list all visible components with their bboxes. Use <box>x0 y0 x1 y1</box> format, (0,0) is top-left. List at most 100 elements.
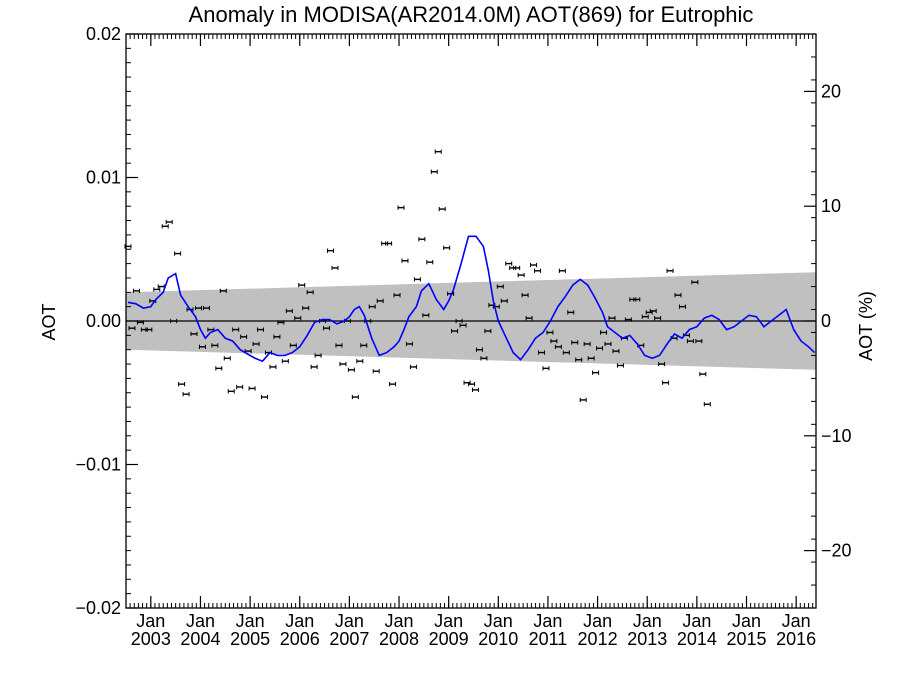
data-point <box>537 350 545 355</box>
x-tick-label-month: Jan <box>732 611 761 631</box>
data-point <box>575 357 583 362</box>
data-point <box>459 323 467 328</box>
data-point <box>562 350 570 355</box>
data-point <box>703 402 711 407</box>
data-point <box>554 344 562 349</box>
x-tick-label-month: Jan <box>682 611 711 631</box>
data-point <box>302 305 310 311</box>
data-point <box>505 261 513 266</box>
data-point <box>521 293 529 298</box>
data-point <box>202 305 210 311</box>
y-tick-label-left: 0.02 <box>86 24 121 44</box>
data-point <box>691 280 699 285</box>
data-point <box>542 366 550 371</box>
y-tick-label-left: −0.01 <box>75 455 121 475</box>
data-point <box>451 328 459 334</box>
data-point <box>356 359 364 364</box>
data-point <box>347 367 355 372</box>
data-point <box>157 284 165 289</box>
data-point <box>170 318 178 324</box>
smoothed-series-line <box>127 235 816 363</box>
y-axis-label-left: AOT <box>39 303 59 340</box>
x-tick-label-year: 2005 <box>230 629 270 649</box>
data-point <box>153 287 161 292</box>
y-tick-label-right: −20 <box>821 541 852 561</box>
x-tick-label-year: 2013 <box>627 629 667 649</box>
data-point <box>294 315 302 321</box>
data-point <box>418 237 426 242</box>
y-tick-label-right: 10 <box>821 196 841 216</box>
data-point <box>393 293 401 298</box>
data-point <box>413 277 421 282</box>
data-point <box>211 343 219 348</box>
data-point <box>165 219 173 225</box>
data-point <box>426 260 434 265</box>
data-point <box>360 343 368 348</box>
plot-area: 0.020.010.00−0.01−0.0220100−10−20Jan2003… <box>75 24 851 649</box>
data-point <box>567 310 575 315</box>
x-tick-label-month: Jan <box>484 611 513 631</box>
data-point <box>608 315 616 321</box>
data-point <box>232 327 240 332</box>
data-point <box>405 341 413 347</box>
x-tick-label-month: Jan <box>533 611 562 631</box>
data-point <box>583 341 591 347</box>
x-tick-label-month: Jan <box>236 611 265 631</box>
y-tick-label-right: 0 <box>821 311 831 331</box>
data-point <box>430 169 438 174</box>
x-tick-label-year: 2006 <box>280 629 320 649</box>
data-point <box>385 241 393 246</box>
data-point <box>269 364 277 370</box>
x-tick-label-year: 2014 <box>677 629 717 649</box>
x-tick-label-year: 2008 <box>379 629 419 649</box>
data-point <box>475 347 483 352</box>
y-tick-label-right: 20 <box>821 81 841 101</box>
y-tick-label-left: 0.01 <box>86 168 121 188</box>
data-point <box>447 291 455 296</box>
data-point <box>658 361 666 367</box>
data-point <box>422 313 430 318</box>
x-tick-label-year: 2009 <box>429 629 469 649</box>
data-point <box>596 346 604 351</box>
x-tick-label-month: Jan <box>583 611 612 631</box>
y-tick-label-left: −0.02 <box>75 598 121 618</box>
data-point <box>633 297 641 302</box>
data-point <box>649 308 657 314</box>
x-tick-label-month: Jan <box>186 611 215 631</box>
data-point <box>513 265 521 271</box>
data-point <box>128 326 136 331</box>
data-point <box>331 265 339 271</box>
x-tick-label-year: 2004 <box>180 629 220 649</box>
data-point <box>546 330 554 335</box>
data-point <box>260 394 268 400</box>
data-point <box>550 338 558 344</box>
x-tick-label-year: 2007 <box>329 629 369 649</box>
data-point <box>190 331 198 337</box>
data-point <box>372 369 380 374</box>
data-point <box>215 366 223 371</box>
data-point <box>666 268 674 273</box>
data-point <box>500 298 508 304</box>
x-tick-label-year: 2016 <box>776 629 816 649</box>
x-tick-label-year: 2012 <box>578 629 618 649</box>
data-point <box>443 245 451 250</box>
data-point <box>695 338 703 344</box>
data-point <box>624 317 632 322</box>
data-point <box>335 343 343 348</box>
data-point <box>219 288 227 294</box>
data-point <box>455 318 463 324</box>
data-point <box>227 389 235 394</box>
data-point <box>699 371 707 377</box>
x-tick-label-month: Jan <box>633 611 662 631</box>
data-point <box>517 272 525 278</box>
x-tick-label-month: Jan <box>335 611 364 631</box>
data-point <box>198 344 206 349</box>
x-tick-label-year: 2003 <box>131 629 171 649</box>
data-point <box>662 380 670 385</box>
data-point <box>257 327 265 332</box>
data-point <box>236 384 244 390</box>
data-point <box>298 282 306 288</box>
data-point <box>310 364 318 370</box>
data-point <box>174 251 182 256</box>
